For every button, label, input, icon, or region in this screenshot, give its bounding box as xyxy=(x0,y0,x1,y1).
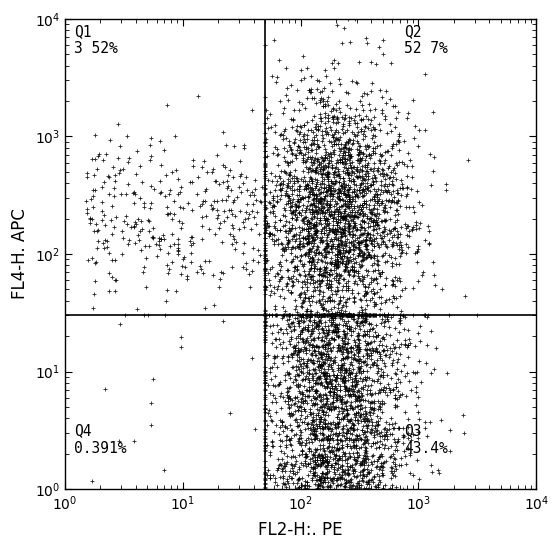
Text: Q2
52 7%: Q2 52 7% xyxy=(404,24,448,56)
Text: Q3
43.4%: Q3 43.4% xyxy=(404,424,448,455)
X-axis label: FL2-H:. PE: FL2-H:. PE xyxy=(258,521,343,539)
Text: Q1
3 52%: Q1 3 52% xyxy=(74,24,118,56)
Text: Q4
0.391%: Q4 0.391% xyxy=(74,424,127,455)
Y-axis label: FL4-H. APC: FL4-H. APC xyxy=(11,208,29,299)
